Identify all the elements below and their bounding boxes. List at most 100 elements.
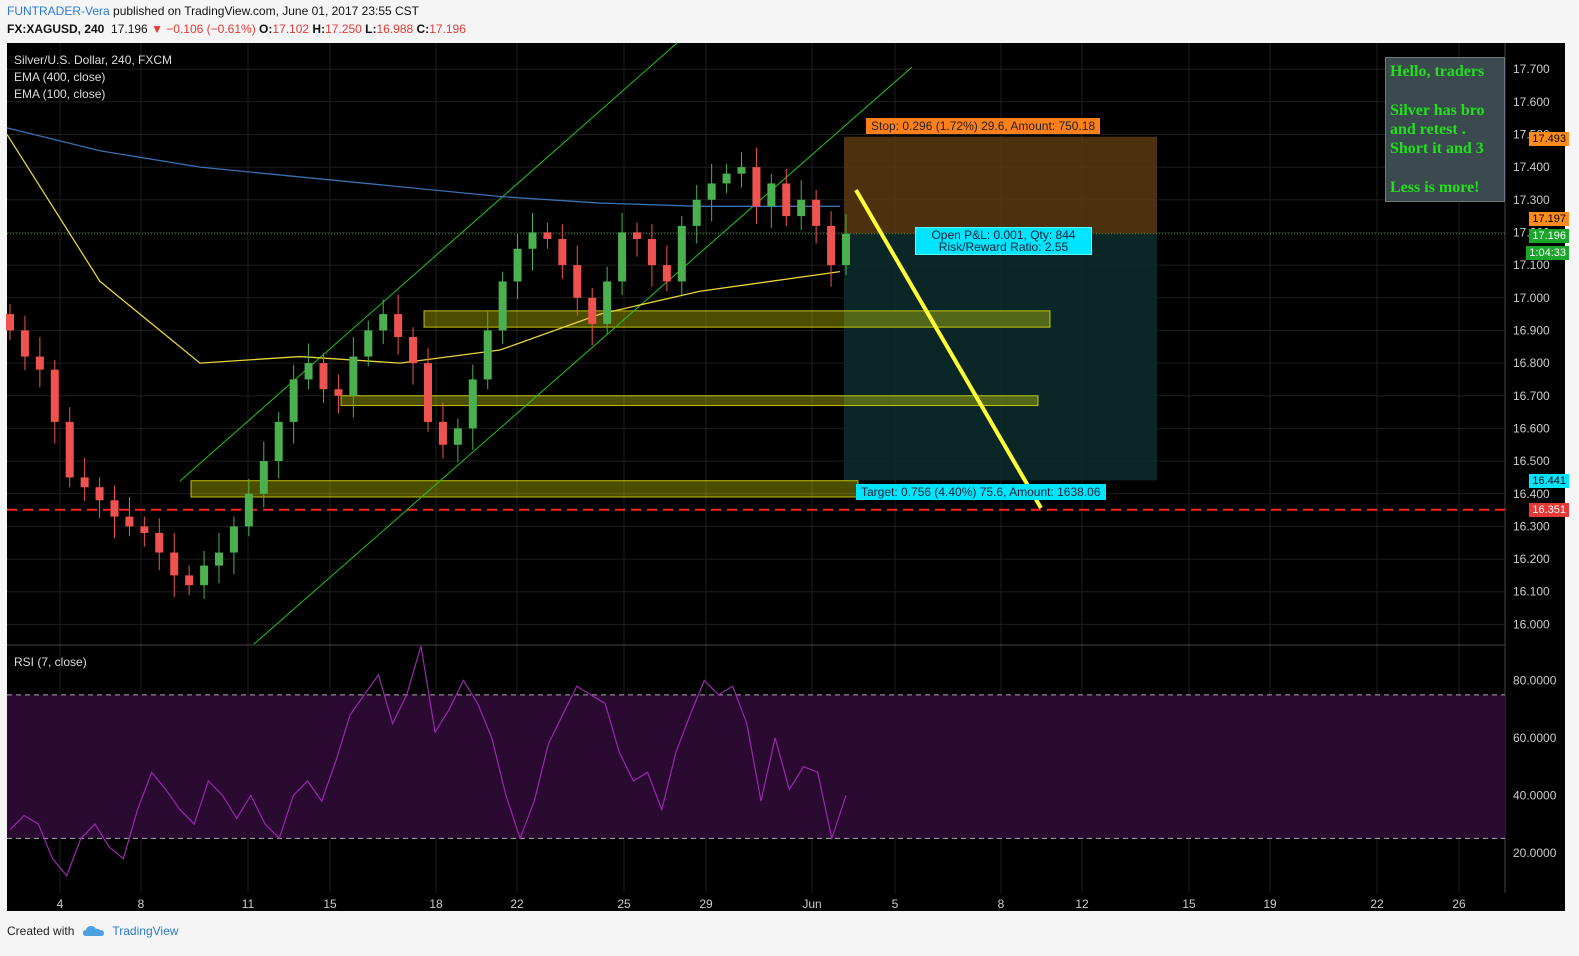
tradingview-link[interactable]: TradingView	[112, 924, 179, 938]
note-line: Hello, traders	[1390, 63, 1485, 80]
open-value: 17.102	[272, 22, 310, 36]
footer: Created with TradingView	[7, 924, 178, 938]
l-label: L:	[365, 22, 377, 36]
candle-body	[633, 232, 641, 239]
note-line: Silver has bro	[1390, 102, 1485, 119]
y-tick-label: 16.800	[1513, 356, 1550, 370]
note-line: and retest .	[1390, 121, 1466, 138]
target-price-label: 16.441	[1529, 474, 1569, 488]
symbol: FX:XAGUSD, 240	[7, 22, 105, 36]
x-tick-label: 25	[617, 897, 631, 911]
x-tick-label: 8	[138, 897, 145, 911]
candle-body	[767, 183, 776, 207]
target-label[interactable]: Target: 0.756 (4.40%) 75.6, Amount: 1638…	[856, 484, 1106, 500]
candle-body	[20, 330, 29, 357]
candle-body	[6, 314, 14, 331]
published-text: published on TradingView.com, June 01, 2…	[113, 4, 420, 18]
x-tick-label: 22	[510, 897, 524, 911]
channel-upper	[179, 42, 678, 482]
pnl-text: Open P&L: 0.001, Qty: 844	[931, 228, 1076, 242]
candle-body	[424, 363, 432, 422]
x-tick-label: 19	[1263, 897, 1277, 911]
candle-body	[842, 233, 850, 266]
candle-body	[289, 379, 298, 422]
ema100-legend: EMA (100, close)	[14, 87, 106, 101]
candle-body	[692, 199, 701, 226]
candle-body	[95, 487, 104, 501]
rsi-legend: RSI (7, close)	[14, 655, 87, 669]
x-tick-label: 11	[242, 897, 255, 911]
candle-body	[588, 297, 597, 324]
candle-body	[394, 314, 403, 337]
stop-label[interactable]: Stop: 0.296 (1.72%) 29.6, Amount: 750.18	[866, 118, 1101, 134]
rsi-tick-label: 60.0000	[1513, 731, 1557, 745]
candle-body	[170, 552, 179, 576]
candle-body	[334, 389, 343, 396]
stop-zone	[844, 136, 1157, 234]
candle-body	[349, 356, 358, 396]
candle-body	[662, 265, 671, 282]
x-tick-label: 29	[699, 897, 713, 911]
candle-body	[304, 363, 313, 380]
candle-body	[244, 493, 253, 527]
change: ▼ −0.106 (−0.61%)	[151, 22, 256, 36]
time-axis-background	[7, 893, 1565, 911]
candle-body	[468, 379, 477, 429]
candle-body	[229, 526, 238, 553]
target-zone	[844, 233, 1157, 481]
y-tick-label: 17.400	[1513, 160, 1550, 174]
candle-body	[618, 232, 627, 282]
channel-lower	[253, 66, 913, 645]
x-tick-label: Jun	[802, 897, 821, 911]
candle-body	[215, 552, 223, 566]
candle-body	[737, 167, 746, 174]
candle-body	[185, 575, 194, 586]
note-line: Less is more!	[1390, 179, 1480, 196]
cloud-icon	[83, 926, 105, 936]
created-with: Created with	[7, 924, 75, 938]
rsi-tick-label: 80.0000	[1513, 673, 1557, 687]
y-tick-label: 17.700	[1513, 62, 1550, 76]
close-value: 17.196	[429, 22, 466, 36]
candle-body	[483, 330, 492, 380]
author-link[interactable]: FUNTRADER-Vera	[7, 4, 110, 18]
candle-body	[140, 526, 149, 533]
x-tick-label: 15	[1182, 897, 1196, 911]
x-tick-label: 8	[998, 897, 1005, 911]
candle-body	[513, 248, 522, 282]
text-note[interactable]: Hello, traders Silver has bro and retest…	[1385, 57, 1505, 202]
pnl-label[interactable]: Open P&L: 0.001, Qty: 844 Risk/Reward Ra…	[915, 227, 1092, 255]
y-tick-label: 16.400	[1513, 487, 1550, 501]
candle-body	[259, 461, 268, 494]
y-tick-label: 16.600	[1513, 421, 1550, 435]
y-tick-label: 16.500	[1513, 454, 1550, 468]
x-tick-label: 4	[57, 897, 64, 911]
candle-body	[438, 421, 447, 445]
y-tick-label: 17.600	[1513, 95, 1550, 109]
candle-body	[379, 314, 388, 331]
y-tick-label: 17.000	[1513, 291, 1550, 305]
y-tick-label: 16.300	[1513, 519, 1550, 533]
ema-price-label: 17.197	[1529, 212, 1569, 226]
support-zone	[340, 395, 1039, 407]
candle-body	[677, 225, 686, 282]
candle-body	[812, 199, 821, 226]
candle-body	[797, 199, 806, 217]
ema400-legend: EMA (400, close)	[14, 70, 106, 84]
support-zone	[423, 310, 1051, 328]
x-tick-label: 26	[1452, 897, 1466, 911]
candle-body	[573, 265, 582, 298]
y-tick-label: 17.100	[1513, 258, 1550, 272]
candle-body	[558, 238, 567, 266]
rsi-tick-label: 40.0000	[1513, 788, 1557, 802]
x-tick-label: 15	[323, 897, 337, 911]
candle-body	[80, 477, 89, 488]
rsi-tick-label: 20.0000	[1513, 846, 1557, 860]
candle-body	[603, 281, 612, 324]
price-axis-background	[1505, 43, 1565, 893]
chart-title: Silver/U.S. Dollar, 240, FXCM	[14, 53, 173, 67]
high-value: 17.250	[325, 22, 362, 36]
y-tick-label: 17.300	[1513, 193, 1550, 207]
candle-body	[110, 500, 119, 517]
